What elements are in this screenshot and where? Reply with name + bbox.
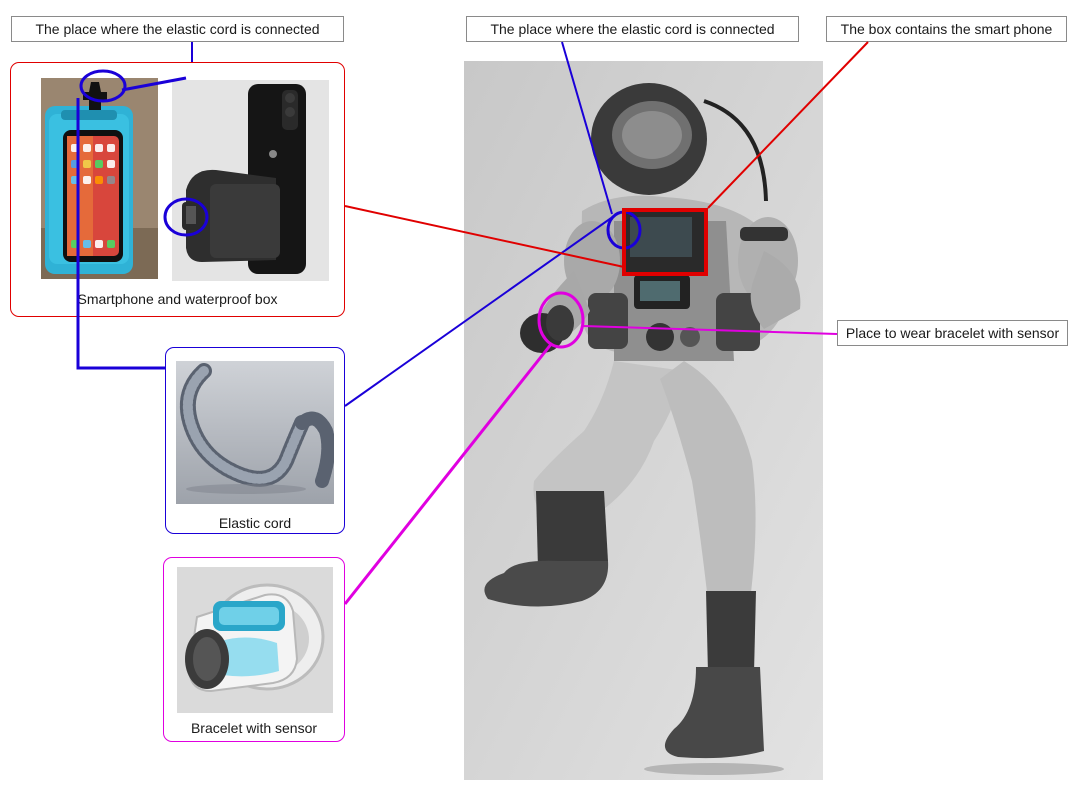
phone-in-holder-icon bbox=[172, 80, 329, 281]
line-smartphone-to-box bbox=[344, 205, 625, 268]
caption-smartphone-box: Smartphone and waterproof box bbox=[77, 291, 278, 307]
line-cord-group-to-diver bbox=[344, 215, 615, 407]
marker-case-clip bbox=[79, 69, 127, 103]
photo-phone-holder bbox=[172, 80, 329, 281]
label-box-contains-phone: The box contains the smart phone bbox=[826, 16, 1067, 42]
label-cord-connection-left: The place where the elastic cord is conn… bbox=[11, 16, 344, 42]
caption-bracelet: Bracelet with sensor bbox=[190, 720, 318, 736]
diving-suit-figure-icon bbox=[464, 61, 823, 780]
coiled-elastic-cord-icon bbox=[176, 361, 334, 504]
label-cord-connection-right: The place where the elastic cord is conn… bbox=[466, 16, 799, 42]
line-wear-label-to-wrist bbox=[582, 325, 838, 335]
photo-bracelet bbox=[177, 567, 333, 713]
photo-elastic-cord bbox=[176, 361, 334, 504]
line-clip-to-cord bbox=[76, 98, 165, 370]
marker-phone-box bbox=[622, 208, 708, 276]
caption-elastic-cord: Elastic cord bbox=[218, 515, 292, 531]
marker-bracelet-wrist bbox=[537, 291, 585, 349]
sensor-bracelet-icon bbox=[177, 567, 333, 713]
line-cord-label-right bbox=[561, 41, 613, 215]
line-box-label-to-box bbox=[707, 41, 869, 209]
label-wear-bracelet: Place to wear bracelet with sensor bbox=[837, 320, 1068, 346]
photo-waterproof-case bbox=[41, 78, 158, 279]
line-bracelet-group-to-wrist bbox=[343, 342, 554, 605]
line-cord-label-left-inner bbox=[121, 76, 187, 92]
marker-holder-connector bbox=[163, 197, 209, 237]
photo-diver bbox=[464, 61, 823, 780]
